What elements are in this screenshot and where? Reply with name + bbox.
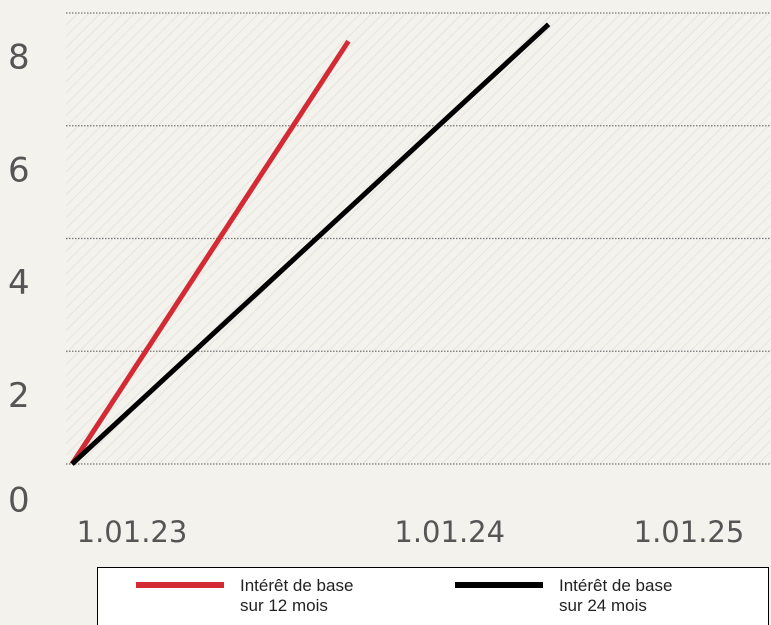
legend-label: Intérêt de base sur 24 mois xyxy=(559,576,673,615)
line xyxy=(70,22,551,466)
legend-item: Intérêt de base sur 12 mois xyxy=(136,576,370,616)
legend-swatch xyxy=(136,582,224,588)
x-tick-label: 1.01.23 xyxy=(77,515,188,549)
y-tick-label: 2 xyxy=(8,376,30,416)
x-tick-label: 1.01.24 xyxy=(394,515,505,549)
legend-label: Intérêt de base sur 12 mois xyxy=(240,576,354,615)
legend: Intérêt de base sur 12 mois Intérêt de ba… xyxy=(97,567,769,625)
line xyxy=(69,39,351,466)
y-tick-label: 4 xyxy=(8,263,30,303)
x-tick-label: 1.01.25 xyxy=(634,515,745,549)
y-tick-label: 6 xyxy=(8,150,30,190)
y-tick-label: 0 xyxy=(8,481,30,521)
chart: 0 2 4 6 8 1.01.23 1.01.24 1.01.25 xyxy=(8,12,771,549)
y-tick-label: 8 xyxy=(8,38,30,78)
legend-item: Intérêt de base sur 24 mois xyxy=(455,576,689,616)
legend-swatch xyxy=(455,582,543,588)
